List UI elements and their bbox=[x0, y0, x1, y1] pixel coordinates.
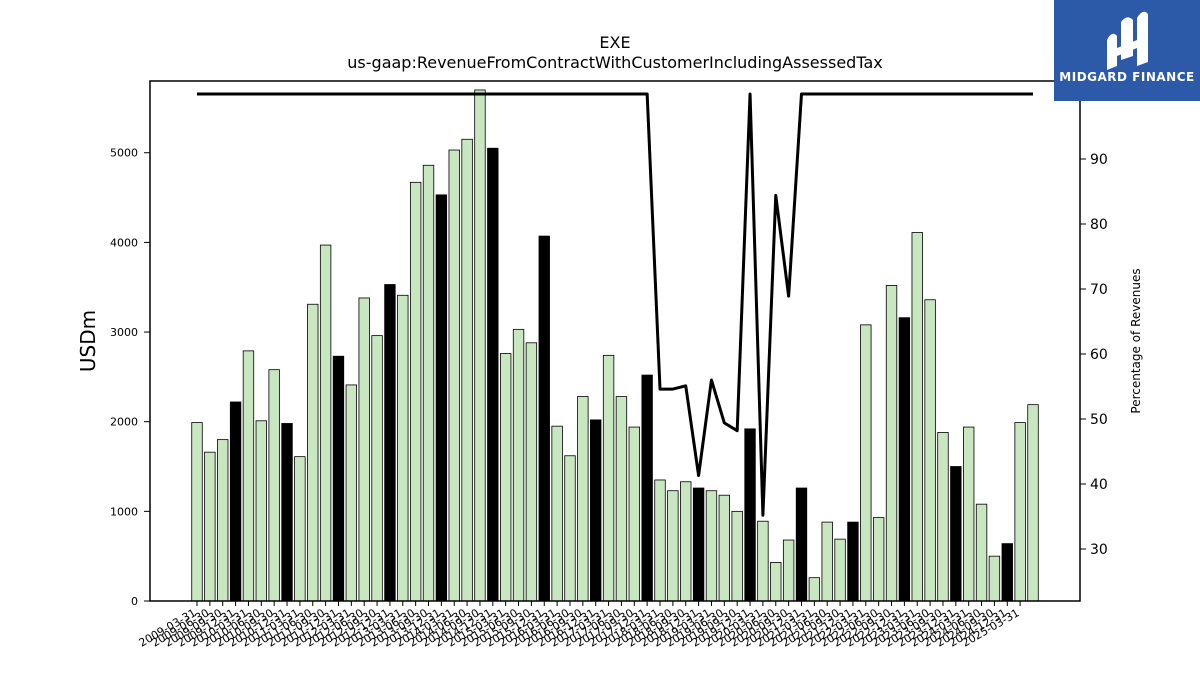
y2-tick-label: 60 bbox=[1090, 347, 1108, 363]
bar bbox=[821, 521, 833, 602]
bar bbox=[499, 353, 512, 602]
bar bbox=[885, 285, 898, 602]
bar bbox=[564, 455, 576, 602]
chart-subtitle: us-gaap:RevenueFromContractWithCustomerI… bbox=[347, 53, 882, 72]
bar bbox=[950, 466, 962, 602]
bar bbox=[963, 426, 975, 602]
bar bbox=[397, 294, 409, 602]
y-tick-label: 2000 bbox=[110, 416, 138, 429]
bar bbox=[448, 149, 460, 602]
y-tick-label: 5000 bbox=[110, 147, 138, 160]
bar bbox=[615, 396, 628, 602]
bar bbox=[757, 520, 769, 602]
bar bbox=[770, 562, 782, 602]
bar bbox=[229, 401, 242, 602]
x-axis-ticks: 2009-03-312009-06-302009-09-302009-12-31… bbox=[137, 601, 1022, 650]
logo-mark-icon bbox=[1107, 11, 1148, 70]
bar bbox=[512, 328, 525, 602]
bar bbox=[860, 324, 872, 602]
bar-group bbox=[191, 89, 1039, 602]
y2-tick-label: 90 bbox=[1090, 152, 1108, 168]
bar bbox=[409, 181, 422, 602]
bar bbox=[847, 521, 859, 602]
y2-tick-label: 40 bbox=[1090, 477, 1108, 493]
bar bbox=[487, 147, 499, 602]
y2-tick-label: 80 bbox=[1090, 217, 1108, 233]
bar bbox=[692, 487, 705, 602]
bar bbox=[307, 303, 319, 602]
bar bbox=[667, 490, 679, 602]
bar bbox=[782, 539, 795, 602]
bar bbox=[204, 451, 216, 602]
bar bbox=[217, 439, 229, 602]
bar bbox=[911, 232, 923, 602]
bar bbox=[590, 419, 602, 602]
bar bbox=[242, 350, 255, 602]
logo: MIDGARD FINANCE bbox=[1054, 0, 1200, 101]
chart-title: EXE bbox=[599, 33, 630, 52]
y-axis-label: USDm bbox=[76, 310, 100, 372]
bar bbox=[680, 481, 692, 602]
bar bbox=[641, 374, 653, 602]
bar bbox=[795, 487, 808, 602]
bar bbox=[255, 420, 267, 602]
bar bbox=[281, 423, 293, 602]
bar bbox=[319, 244, 332, 602]
y2-axis-label: Percentage of Revenues bbox=[1129, 268, 1143, 413]
plot-frame bbox=[149, 80, 1081, 602]
bar bbox=[988, 555, 1001, 602]
y2-axis-ticks: 30405060708090100 bbox=[1080, 87, 1117, 558]
bar bbox=[834, 538, 846, 602]
bar bbox=[937, 432, 949, 602]
bar bbox=[975, 503, 988, 602]
y-tick-label: 1000 bbox=[110, 505, 138, 518]
bar bbox=[654, 479, 666, 602]
bar bbox=[577, 396, 589, 602]
bar bbox=[744, 428, 756, 602]
bar bbox=[435, 194, 448, 602]
bar bbox=[538, 235, 550, 602]
y-tick-label: 4000 bbox=[110, 236, 138, 249]
y-tick-label: 3000 bbox=[110, 326, 138, 339]
bar bbox=[924, 299, 936, 602]
bar bbox=[628, 426, 640, 602]
bar bbox=[268, 369, 280, 602]
bar bbox=[384, 284, 396, 602]
bar bbox=[718, 494, 730, 602]
bar bbox=[872, 517, 885, 602]
bar bbox=[898, 317, 911, 602]
y-tick-label: 0 bbox=[131, 595, 138, 608]
bar bbox=[474, 89, 486, 602]
bar bbox=[422, 164, 435, 602]
y2-tick-label: 70 bbox=[1090, 282, 1108, 298]
bar bbox=[705, 490, 718, 602]
percentage-line bbox=[197, 92, 1033, 517]
bar bbox=[1014, 422, 1026, 602]
bar bbox=[345, 384, 358, 602]
bar bbox=[371, 335, 383, 602]
logo-text: MIDGARD FINANCE bbox=[1059, 70, 1194, 84]
bar bbox=[551, 425, 563, 602]
bar bbox=[731, 510, 743, 602]
bar bbox=[808, 577, 821, 602]
bar bbox=[1001, 543, 1013, 602]
bar bbox=[294, 456, 306, 602]
bar bbox=[525, 342, 538, 602]
line-series bbox=[197, 92, 1033, 517]
bar bbox=[461, 138, 473, 602]
bar bbox=[332, 355, 345, 602]
bar bbox=[358, 297, 370, 602]
y-axis-ticks: 0 1000 2000 3000 4000 5000 bbox=[110, 147, 150, 608]
y2-tick-label: 30 bbox=[1090, 542, 1108, 558]
y2-tick-label: 50 bbox=[1090, 412, 1108, 428]
bar bbox=[602, 354, 615, 602]
bar bbox=[191, 422, 203, 602]
bar bbox=[1027, 404, 1039, 602]
